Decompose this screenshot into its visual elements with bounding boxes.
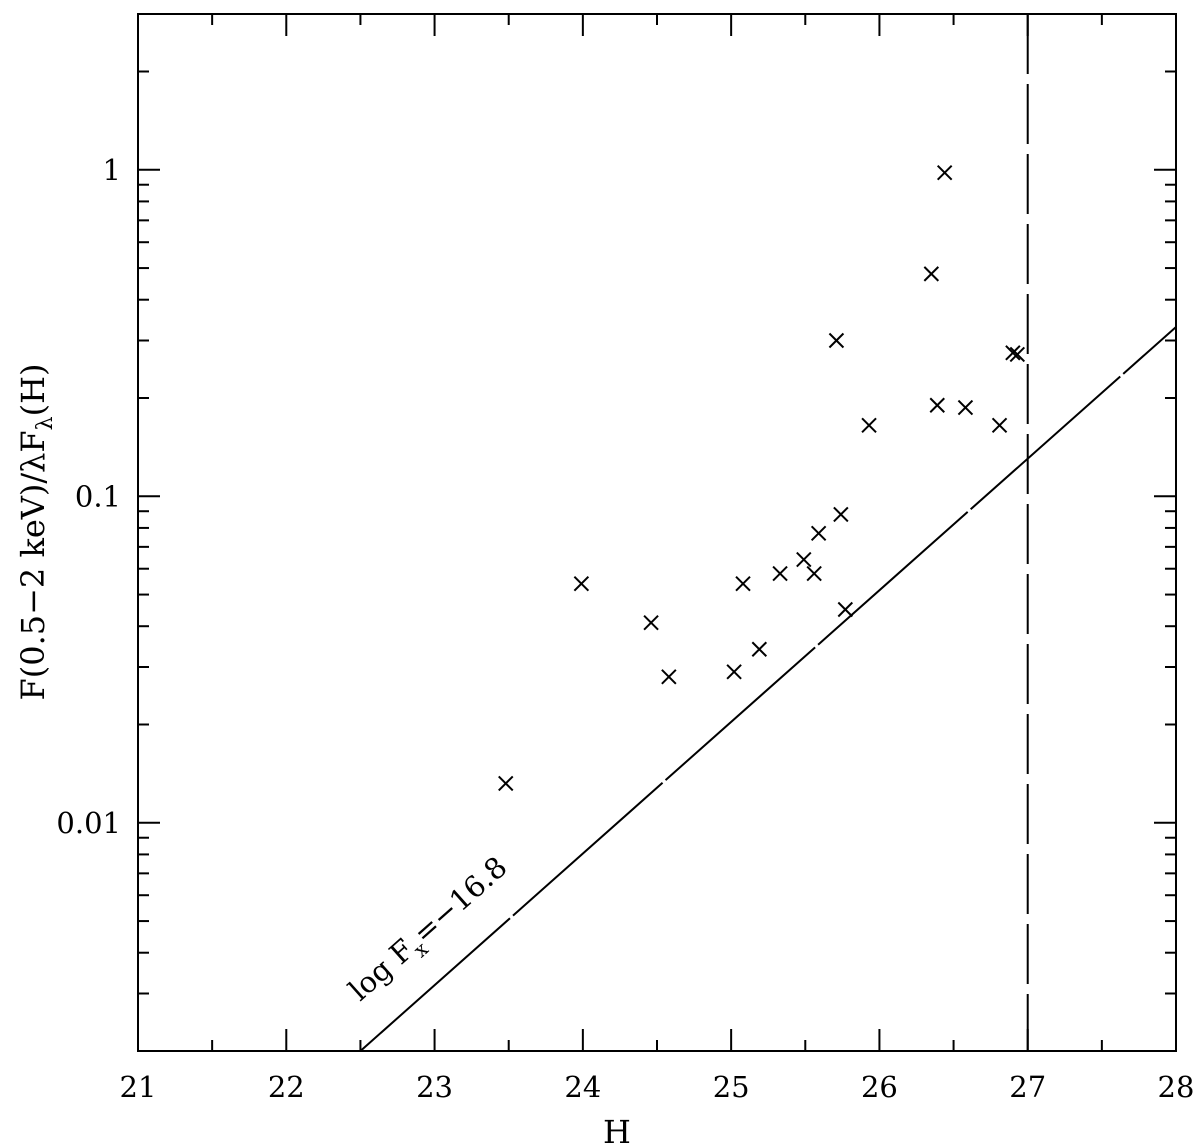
x-tick-label: 21 <box>120 1070 157 1104</box>
data-point <box>806 565 822 582</box>
axis-ticks <box>137 13 1177 1052</box>
data-point <box>643 615 659 631</box>
reference-line-label: log Fx=−16.8 <box>342 850 517 1012</box>
data-point <box>991 417 1008 433</box>
y-tick-label: 0.1 <box>75 479 121 513</box>
y-tick-labels: 0.01 0.1 1 <box>56 153 121 840</box>
y-axis-title-tail: (H) <box>14 364 52 417</box>
y-tick-label: 1 <box>103 153 121 187</box>
data-point <box>1005 345 1021 361</box>
plot-frame <box>137 13 1177 1052</box>
x-tick-labels: 21 22 23 24 25 26 27 28 <box>120 1070 1195 1104</box>
x-tick-label: 26 <box>861 1070 898 1104</box>
y-tick-label: 0.01 <box>56 806 121 840</box>
data-point <box>751 641 768 657</box>
reference-line-label-tail: =−16.8 <box>406 850 513 951</box>
x-tick-label: 22 <box>268 1070 305 1104</box>
x-axis-title: H <box>603 1113 631 1148</box>
data-point <box>498 775 514 792</box>
x-tick-label: 28 <box>1158 1070 1195 1104</box>
data-point <box>726 664 742 680</box>
data-point <box>828 332 845 349</box>
data-point <box>772 565 788 582</box>
y-axis-title: F(0.5−2 keV)/λFλ(H) <box>14 364 58 701</box>
data-point <box>957 399 974 416</box>
x-tick-label: 24 <box>564 1070 601 1104</box>
data-point <box>837 601 854 618</box>
data-point <box>936 164 953 181</box>
x-tick-label: 23 <box>416 1070 453 1104</box>
data-point <box>810 525 827 542</box>
data-point <box>735 575 751 592</box>
data-point <box>923 266 940 282</box>
data-point <box>573 575 590 592</box>
data-point <box>833 506 849 523</box>
data-point <box>861 417 877 433</box>
reference-line <box>359 326 1177 1052</box>
data-point <box>929 397 945 413</box>
data-points <box>498 164 1026 792</box>
x-tick-label: 27 <box>1009 1070 1046 1104</box>
data-point <box>1009 346 1026 363</box>
y-axis-title-sub: λ <box>33 416 58 430</box>
data-point <box>796 551 812 568</box>
data-point <box>661 669 677 685</box>
x-tick-label: 25 <box>713 1070 750 1104</box>
